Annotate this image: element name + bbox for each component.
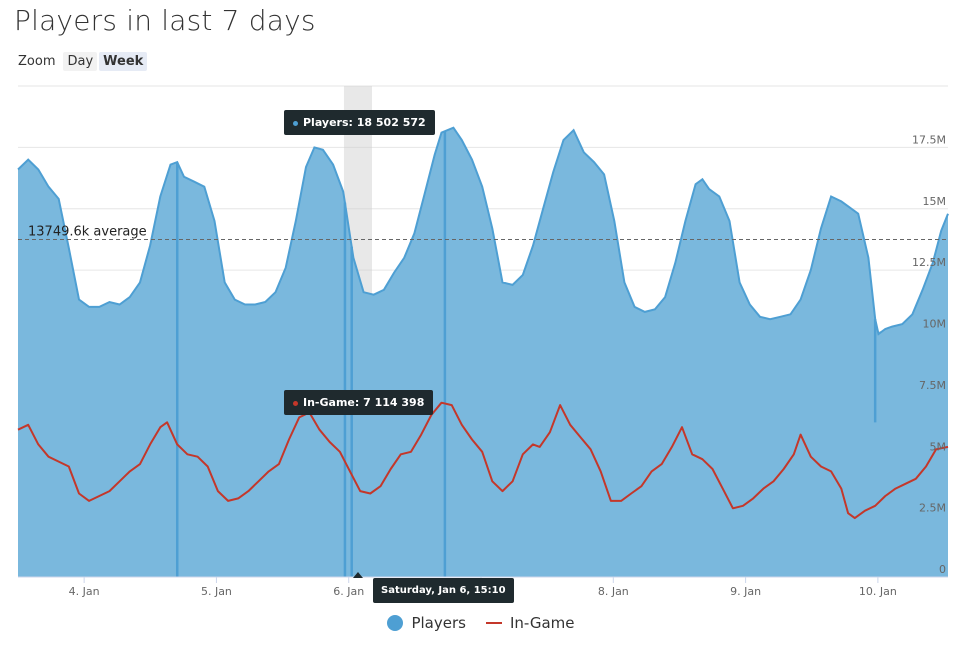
ingame-tooltip-label: In-Game: [303, 396, 360, 409]
players-tooltip: Players: 18 502 572 [284, 110, 435, 135]
y-tick-label-6: 15M [923, 195, 947, 208]
x-tick-label-2: 6. Jan [333, 585, 364, 598]
ingame-tooltip-bullet [293, 400, 298, 406]
zoom-week-button[interactable]: Week [99, 52, 148, 71]
y-tick-label-7: 17.5M [912, 133, 946, 146]
zoom-day-button[interactable]: Day [63, 52, 98, 71]
y-tick-label-5: 12.5M [912, 256, 946, 269]
x-tick-label-6: 10. Jan [859, 585, 897, 598]
y-tick-label-1: 2.5M [919, 502, 946, 515]
y-tick-label-2: 5M [930, 440, 947, 453]
ingame-line [17, 401, 949, 520]
zoom-label: Zoom [18, 54, 56, 69]
date-tooltip: Saturday, Jan 6, 15:10 [373, 578, 514, 603]
legend-item-players[interactable]: Players [387, 614, 466, 632]
chart-legend: Players In-Game [0, 614, 962, 632]
y-tick-label-3: 7.5M [919, 379, 946, 392]
players-line [17, 126, 949, 336]
players-area [18, 127, 948, 577]
average-label: 13749.6k average [28, 224, 147, 239]
page-title: Players in last 7 days [14, 4, 316, 37]
y-tick-label-0: 0 [939, 563, 946, 576]
legend-ingame-marker [485, 622, 502, 624]
players-tooltip-label: Players: [303, 116, 353, 129]
legend-players-marker [387, 615, 404, 631]
zoom-controls: Zoom Day Week [18, 52, 148, 71]
x-tick-label-5: 9. Jan [730, 585, 761, 598]
x-tick-label-1: 5. Jan [201, 585, 232, 598]
ingame-tooltip-value: 7 114 398 [363, 396, 425, 409]
x-tick-label-0: 4. Jan [69, 585, 100, 598]
legend-ingame-label: In-Game [509, 614, 575, 632]
date-tooltip-pointer [352, 572, 363, 578]
legend-item-ingame[interactable]: In-Game [485, 614, 575, 632]
players-tooltip-bullet [293, 120, 298, 126]
ingame-tooltip: In-Game: 7 114 398 [284, 390, 434, 415]
x-tick-label-4: 8. Jan [598, 585, 629, 598]
legend-players-label: Players [411, 614, 466, 632]
y-tick-label-4: 10M [923, 318, 947, 331]
players-tooltip-value: 18 502 572 [356, 116, 426, 129]
